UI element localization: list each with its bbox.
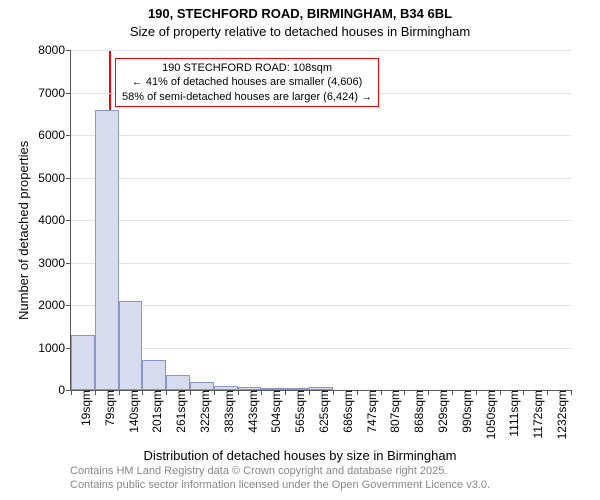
y-tick-label: 2000 — [38, 298, 71, 312]
gridline — [71, 263, 571, 264]
x-tick-label: 929sqm — [430, 390, 450, 433]
gridline — [71, 50, 571, 51]
histogram-bar — [95, 110, 119, 391]
y-tick-label: 6000 — [38, 128, 71, 142]
x-tick — [309, 390, 310, 395]
callout-box: 190 STECHFORD ROAD: 108sqm ← 41% of deta… — [115, 58, 379, 107]
histogram-bar — [190, 382, 214, 390]
y-tick-label: 7000 — [38, 86, 71, 100]
histogram-bar — [166, 375, 190, 390]
y-tick-label: 5000 — [38, 171, 71, 185]
y-tick-label: 4000 — [38, 213, 71, 227]
x-tick-label: 990sqm — [454, 390, 474, 433]
x-tick-label: 686sqm — [335, 390, 355, 433]
x-tick-label: 322sqm — [192, 390, 212, 433]
y-tick-label: 8000 — [38, 43, 71, 57]
callout-line-1: 190 STECHFORD ROAD: 108sqm — [122, 61, 372, 75]
property-size-histogram: 190, STECHFORD ROAD, BIRMINGHAM, B34 6BL… — [0, 0, 600, 500]
x-tick — [452, 390, 453, 395]
gridline — [71, 348, 571, 349]
x-tick — [190, 390, 191, 395]
x-tick-label: 1111sqm — [501, 390, 521, 437]
x-tick-label: 261sqm — [168, 390, 188, 433]
x-tick-label: 565sqm — [287, 390, 307, 433]
histogram-bar — [119, 301, 143, 390]
x-tick — [428, 390, 429, 395]
credits-line-2: Contains public sector information licen… — [70, 479, 490, 493]
x-tick — [238, 390, 239, 395]
x-tick — [95, 390, 96, 395]
gridline — [71, 135, 571, 136]
x-tick — [71, 390, 72, 395]
gridline — [71, 220, 571, 221]
gridline — [71, 178, 571, 179]
y-tick-label: 0 — [58, 383, 71, 397]
y-axis-label: Number of detached properties — [16, 141, 31, 320]
x-tick-label: 1050sqm — [478, 390, 498, 439]
x-tick-label: 625sqm — [311, 390, 331, 433]
x-tick-label: 19sqm — [73, 390, 93, 426]
gridline — [71, 305, 571, 306]
callout-line-2: ← 41% of detached houses are smaller (4,… — [122, 75, 372, 89]
histogram-bar — [71, 335, 95, 390]
histogram-bar — [142, 360, 166, 390]
x-tick — [119, 390, 120, 395]
x-tick — [571, 390, 572, 395]
callout-line-3: 58% of semi-detached houses are larger (… — [122, 90, 372, 104]
x-tick-label: 140sqm — [121, 390, 141, 433]
x-axis-label: Distribution of detached houses by size … — [0, 448, 600, 463]
y-tick-label: 3000 — [38, 256, 71, 270]
credits: Contains HM Land Registry data © Crown c… — [70, 465, 490, 493]
x-tick-label: 1172sqm — [525, 390, 545, 438]
x-tick-label: 504sqm — [263, 390, 283, 433]
chart-title: 190, STECHFORD ROAD, BIRMINGHAM, B34 6BL — [0, 6, 600, 21]
x-tick — [214, 390, 215, 395]
x-tick — [357, 390, 358, 395]
x-tick-label: 1232sqm — [549, 390, 569, 439]
x-tick-label: 443sqm — [240, 390, 260, 433]
x-tick-label: 383sqm — [216, 390, 236, 433]
credits-line-1: Contains HM Land Registry data © Crown c… — [70, 465, 490, 479]
x-tick-label: 201sqm — [144, 390, 164, 433]
x-tick-label: 868sqm — [406, 390, 426, 433]
x-tick — [333, 390, 334, 395]
chart-subtitle: Size of property relative to detached ho… — [0, 24, 600, 39]
y-tick-label: 1000 — [38, 341, 71, 355]
x-tick — [476, 390, 477, 395]
x-tick-label: 807sqm — [382, 390, 402, 433]
x-tick-label: 747sqm — [359, 390, 379, 433]
x-tick-label: 79sqm — [97, 390, 117, 426]
